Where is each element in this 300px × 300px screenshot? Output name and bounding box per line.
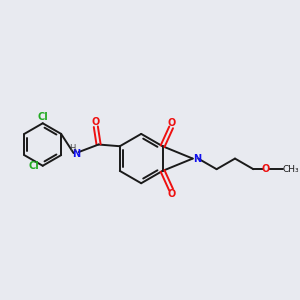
Text: Cl: Cl bbox=[28, 161, 39, 171]
Text: O: O bbox=[92, 117, 100, 127]
Text: O: O bbox=[262, 164, 270, 174]
Text: O: O bbox=[168, 189, 176, 199]
Text: N: N bbox=[193, 154, 201, 164]
Text: N: N bbox=[73, 149, 81, 159]
Text: H: H bbox=[69, 144, 75, 153]
Text: CH₃: CH₃ bbox=[282, 165, 299, 174]
Text: O: O bbox=[168, 118, 176, 128]
Text: Cl: Cl bbox=[38, 112, 48, 122]
